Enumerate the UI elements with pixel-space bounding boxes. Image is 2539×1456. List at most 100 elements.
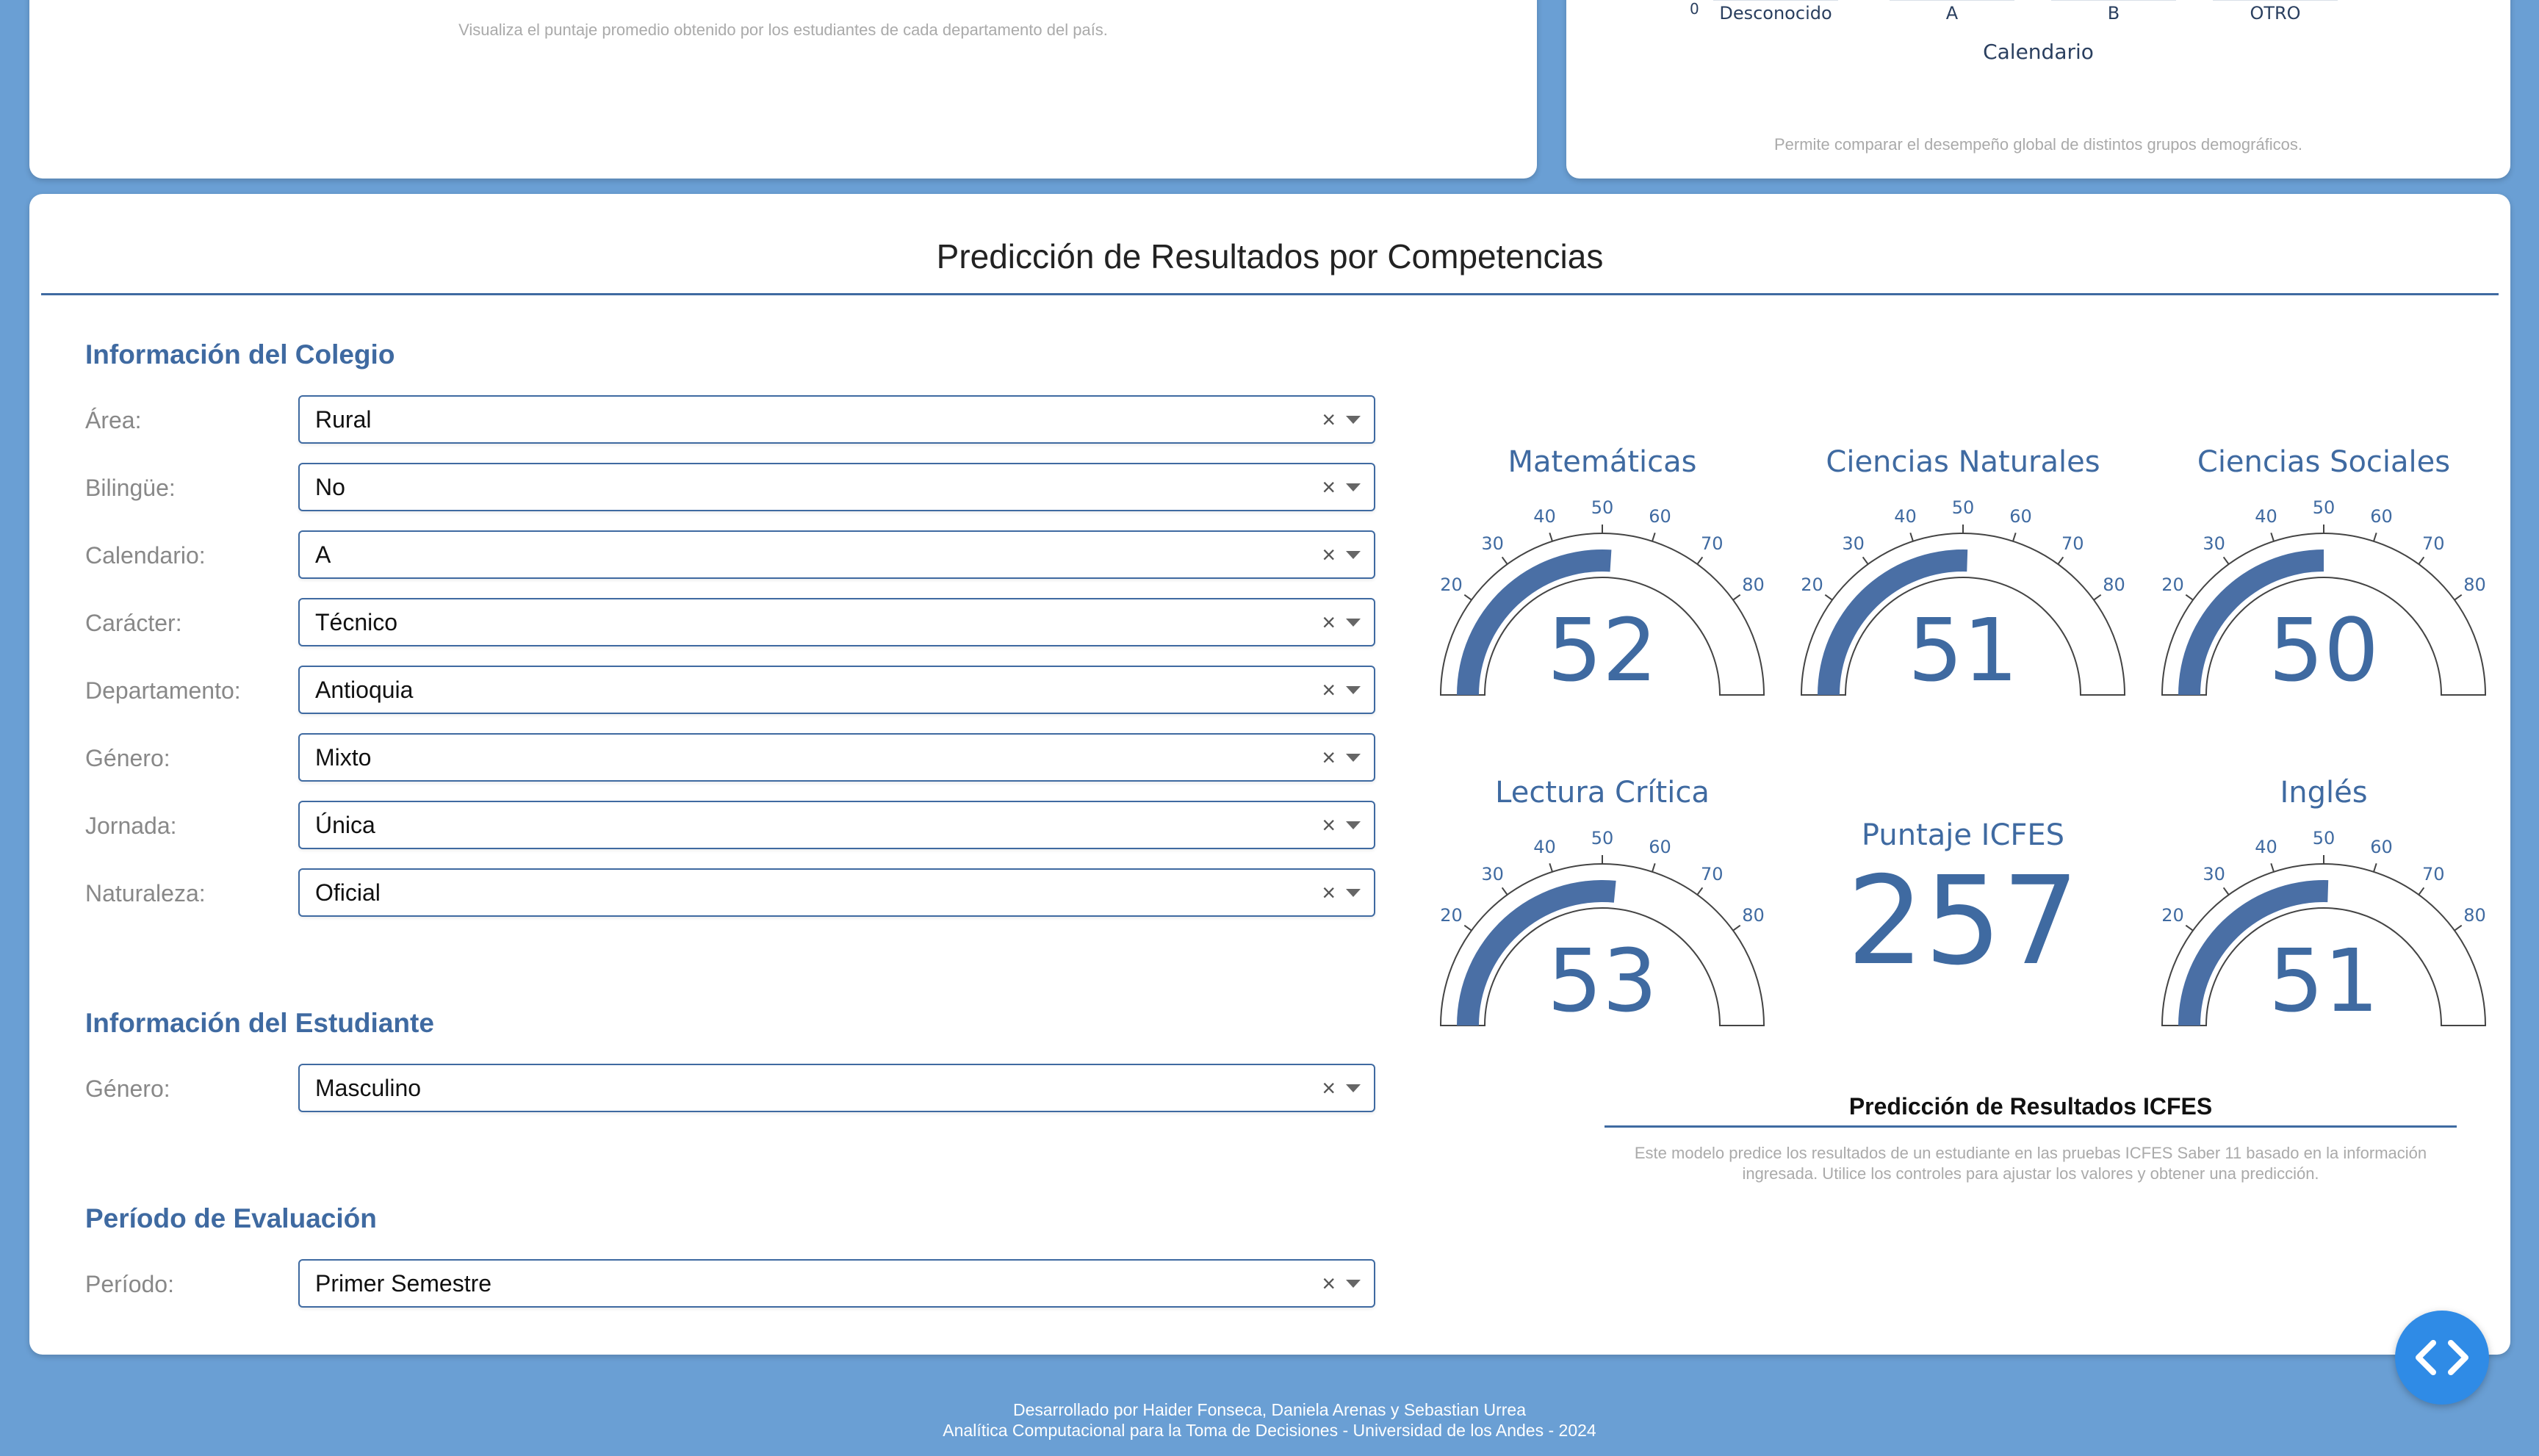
- gauge-tick-mark: [1549, 863, 1553, 873]
- gauge-tick-label: 30: [1481, 533, 1504, 554]
- caracter-dropdown[interactable]: Técnico ×: [298, 598, 1375, 646]
- results-description-line: Este modelo predice los resultados de un…: [1634, 1144, 2427, 1162]
- map-card: Visualiza el puntaje promedio obtenido p…: [29, 0, 1537, 179]
- departamento-dropdown[interactable]: Antioquia ×: [298, 666, 1375, 714]
- gauge-tick-label: 80: [2463, 904, 2486, 926]
- chevron-down-icon[interactable]: [1346, 821, 1361, 829]
- chevron-down-icon[interactable]: [1346, 619, 1361, 627]
- calendar-category: A: [1945, 3, 1959, 24]
- gauge-svg: [1800, 525, 2126, 696]
- gauge-tick-label: 20: [2161, 574, 2184, 595]
- gauge-tick-label: 40: [2255, 506, 2277, 527]
- calendar-category: Desconocido: [1719, 3, 1832, 24]
- gauge-tick-label: 80: [1742, 904, 1765, 926]
- field-label-bilingue: Bilingüe:: [85, 475, 176, 501]
- gauge-value: 51: [1907, 599, 2019, 701]
- gauge-tick-label: 70: [2422, 533, 2445, 554]
- results-title: Predicción de Resultados ICFES: [1848, 1093, 2213, 1120]
- gauge-tick-label: 20: [1801, 574, 1823, 595]
- gauge-tick-mark: [2222, 556, 2230, 565]
- calendar-category: B: [2107, 3, 2120, 24]
- results-divider: [1605, 1125, 2457, 1128]
- gauge-tick-label: 40: [1894, 506, 1917, 527]
- jornada-dropdown[interactable]: Única ×: [298, 801, 1375, 849]
- gauge-tick-mark: [1652, 863, 1656, 873]
- calendar-bar-otro: [2213, 0, 2338, 1]
- dropdown-value: Primer Semestre: [315, 1270, 492, 1297]
- gauge-tick-mark: [1501, 887, 1508, 895]
- gauge-tick-mark: [1909, 533, 1914, 542]
- gauge-ciencias-naturales: Ciencias Naturales 20 30 40 50 60 70 80 51: [1794, 445, 2132, 710]
- field-label-calendario: Calendario:: [85, 542, 206, 569]
- chevron-down-icon[interactable]: [1346, 551, 1361, 559]
- clear-icon[interactable]: ×: [1322, 474, 1336, 500]
- gauge-tick-mark: [1501, 556, 1508, 565]
- gauge-outline: [2161, 863, 2487, 1026]
- calendar-bar-desconocido: [1713, 0, 1838, 1]
- calendar-x-label: Calendario: [1983, 40, 2094, 64]
- chevron-down-icon[interactable]: [1346, 754, 1361, 762]
- area-dropdown[interactable]: Rural ×: [298, 395, 1375, 444]
- chevron-down-icon[interactable]: [1346, 416, 1361, 424]
- bilingue-dropdown[interactable]: No ×: [298, 463, 1375, 511]
- clear-icon[interactable]: ×: [1322, 1270, 1336, 1297]
- gauge-tick-mark: [2185, 924, 2194, 931]
- clear-icon[interactable]: ×: [1322, 677, 1336, 703]
- gauge-tick-mark: [2454, 924, 2463, 931]
- gauge-tick-label: 60: [2009, 506, 2032, 527]
- gauge-tick-label: 70: [2061, 533, 2084, 554]
- school-section-title: Información del Colegio: [85, 339, 395, 370]
- gauge-tick-label: 80: [1742, 574, 1765, 595]
- clear-icon[interactable]: ×: [1322, 1075, 1336, 1101]
- gauge-tick-label: 50: [2312, 828, 2335, 848]
- clear-icon[interactable]: ×: [1322, 406, 1336, 433]
- dropdown-value: A: [315, 541, 331, 568]
- gauge-tick-mark: [1696, 556, 1704, 565]
- gauge-bar: [2178, 880, 2329, 1026]
- chevron-down-icon[interactable]: [1346, 686, 1361, 694]
- gauge-tick-mark: [2418, 556, 2425, 565]
- icfes-total-value: 257: [1846, 851, 2080, 992]
- chevron-down-icon[interactable]: [1346, 483, 1361, 491]
- field-label-genero-estudiante: Género:: [85, 1075, 170, 1102]
- chevron-down-icon[interactable]: [1346, 1280, 1361, 1288]
- clear-icon[interactable]: ×: [1322, 609, 1336, 635]
- clear-icon[interactable]: ×: [1322, 541, 1336, 568]
- calendar-y-tick: 0: [1690, 0, 1699, 18]
- gauge-tick-mark: [2418, 887, 2425, 895]
- gauge-tick-mark: [2185, 594, 2194, 601]
- code-toggle-button[interactable]: [2395, 1311, 2489, 1405]
- gauge-tick-label: 50: [1591, 828, 1614, 848]
- gauge-outline: [1439, 533, 1765, 696]
- calendario-dropdown[interactable]: A ×: [298, 530, 1375, 579]
- dropdown-value: Única: [315, 812, 375, 838]
- gauge-svg: [1439, 525, 1765, 696]
- results-description-line: ingresada. Utilice los controles para aj…: [1742, 1164, 2319, 1183]
- gauge-tick-mark: [2057, 556, 2064, 565]
- gauge-tick-mark: [1824, 594, 1833, 601]
- clear-icon[interactable]: ×: [1322, 744, 1336, 771]
- clear-icon[interactable]: ×: [1322, 812, 1336, 838]
- dropdown-value: Técnico: [315, 609, 398, 635]
- gauge-tick-label: 70: [1701, 533, 1724, 554]
- gauge-tick-label: 60: [2370, 837, 2393, 858]
- gauge-title: Inglés: [2280, 776, 2368, 810]
- map-hint: Visualiza el puntaje promedio obtenido p…: [458, 21, 1108, 39]
- gauge-tick-mark: [1732, 594, 1741, 601]
- gauge-tick-label: 50: [1591, 497, 1614, 518]
- gauge-tick-label: 20: [1440, 904, 1463, 926]
- field-label-naturaleza: Naturaleza:: [85, 880, 206, 907]
- dropdown-value: Mixto: [315, 744, 372, 771]
- prediction-title: Predicción de Resultados por Competencia…: [936, 237, 1604, 275]
- periodo-dropdown[interactable]: Primer Semestre ×: [298, 1259, 1375, 1308]
- gauge-tick-mark: [2222, 887, 2230, 895]
- gauge-tick-mark: [2270, 863, 2275, 873]
- genero-colegio-dropdown[interactable]: Mixto ×: [298, 733, 1375, 782]
- chevron-down-icon[interactable]: [1346, 889, 1361, 897]
- results-description: Este modelo predice los resultados de un…: [1531, 1143, 2530, 1184]
- clear-icon[interactable]: ×: [1322, 879, 1336, 906]
- naturaleza-dropdown[interactable]: Oficial ×: [298, 868, 1375, 917]
- gauge-outline: [2161, 533, 2487, 696]
- chevron-down-icon[interactable]: [1346, 1084, 1361, 1092]
- genero-estudiante-dropdown[interactable]: Masculino ×: [298, 1064, 1375, 1112]
